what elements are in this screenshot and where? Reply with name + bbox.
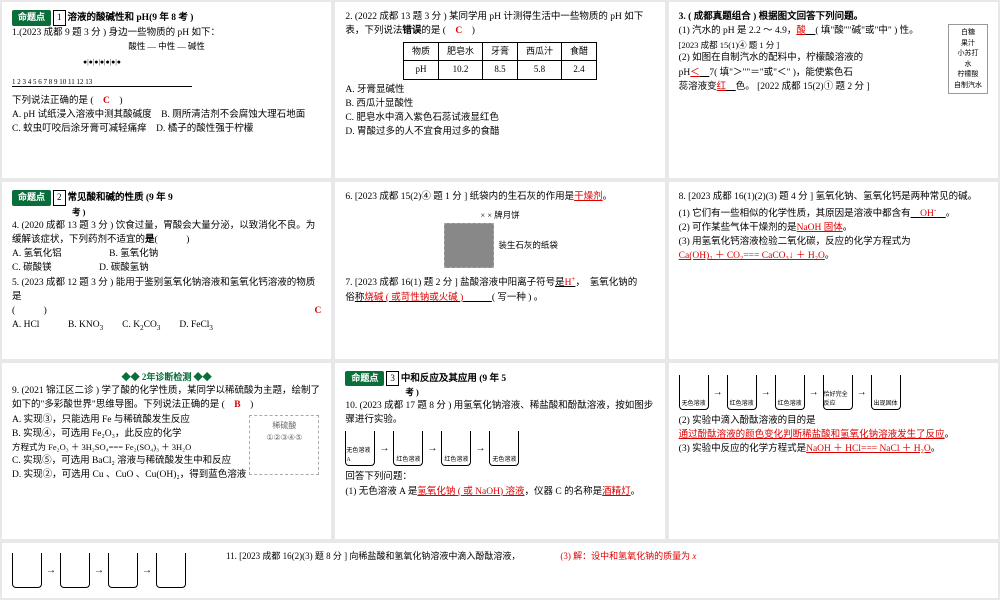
topic-num: 2 [53,190,66,206]
q10: 10. (2023 成都 17 题 8 分 ) 用氢氧化钠溶液、稀盐酸和酚酞溶液… [345,399,654,428]
q5: 5. (2023 成都 12 题 3 分 ) 能用于鉴别氢氧化钠溶液和氢氧化钙溶… [12,276,321,305]
card-r3c2: 命题点3中和反应及其应用 (9 年 5 考 ) 10. (2023 成都 17 … [335,363,664,539]
opt-b: B. 西瓜汁显酸性 [345,97,654,111]
q9: 9. (2021 锦江区二诊 ) 学了酸的化学性质，某同学以稀硫酸为主题，绘制了… [12,384,321,413]
opt-row-1: A. pH 试纸浸入溶液中测其酸碱度 B. 厕所清洁剂不会腐蚀大理石地面 [12,108,321,122]
q3-head: 3. ( 成都真题组合 ) 根据图文回答下列问题。 [679,10,988,24]
q4-opts2: C. 碳酸镁 D. 碳酸氢钠 [12,261,321,275]
q3-l1: (1) 汽水的 pH 是 2.2 ～ 4.9，酸 ( 填"酸""碱"或"中" )… [679,24,988,38]
table-row: pH10.28.55.82.4 [403,61,596,80]
a-l2: 通过酚酞溶液的颜色变化判断稀盐酸和氢氧化钠溶液发生了反应。 [679,428,988,442]
a7a: H [565,278,572,288]
q10-stem: 回答下列问题： [345,470,654,484]
q8-1: (1) 它们有一些相似的化学性质，其原因是溶液中都含有 OH- 。 [679,205,988,221]
q2-head: 2. (2022 成都 13 题 3 分 ) 某同学用 pH 计测得生活中一些物… [345,10,654,39]
q6: 6. [2023 成都 15(2)④ 题 1 分 ] 纸袋内的生石灰的作用是干燥… [345,190,654,204]
q1-head: 1.(2023 成都 9 题 3 分 ) 身边一些物质的 pH 如下： [12,26,321,40]
q3-cite: [2023 成都 15(1)④ 题 1 分 ] [679,39,988,52]
arrow-icon: → [713,385,723,400]
r4-solution: (3) 解：设中和氢氧化钠的质量为 x [560,549,696,592]
q11: 11. [2023 成都 16(2)(3) 题 8 分 ] 向稀盐酸和氢氧化钠溶… [226,549,520,592]
card-r1c1: 命题点1溶液的酸碱性和 pH(9 年 8 考 ) 1.(2023 成都 9 题 … [2,2,331,178]
q5-opts: A. HCl B. KNO3 C. K2CO3 D. FeCl3 [12,318,321,333]
q-l3: (3) 实验中反应的化学方程式是NaOH ＋ HCl=== NaCl ＋ H₂O… [679,442,988,456]
q8-3: (3) 用氢氧化钙溶液检验二氧化碳，反应的化学方程式为 [679,235,988,249]
a7c: 烧碱 ( 或苛性钠或火碱 ) [364,293,463,303]
q3-l2: (2) 如图在自制汽水的配料中，柠檬酸溶液的 [679,51,988,65]
topic-num: 3 [386,371,399,387]
bottle-diagram: 白糖果汁小苏打水柠檬酸自制汽水 [948,24,988,94]
q-l2: (2) 实验中滴入酚酞溶液的目的是 [679,414,988,428]
ans-equation: NaOH ＋ HCl=== NaCl ＋ H₂O [806,444,931,454]
scale-nums: 1 2 3 4 5 6 7 8 9 10 11 12 13 [12,77,192,88]
ans-red: 红 [717,82,727,92]
q7c: 俗称烧碱 ( 或苛性钠或火碱 ) ( 写一种 ) 。 [345,291,654,305]
arrow-icon: → [761,385,771,400]
row4: → → → 11. [2023 成都 16(2)(3) 题 8 分 ] 向稀盐酸… [2,543,998,598]
opt-a: A. 牙膏显碱性 [345,83,654,97]
scale-labels: 酸性 — 中性 — 碱性 [12,40,321,53]
card-r2c1: 命题点2常见酸和碱的性质 (9 年 9 考 ) 4. (2020 成都 13 题… [2,182,331,358]
opt-row-2: C. 蚊虫叮咬后涂牙膏可减轻痛痒 D. 橘子的酸性强于柠檬 [12,122,321,136]
opt-c: C. 肥皂水中滴入紫色石蕊试液显红色 [345,111,654,125]
q4-opts1: A. 氢氧化铝 B. 氢氧化钠 [12,247,321,261]
topic-badge: 命题点 [12,190,51,206]
ans-acid: 酸 [796,26,806,36]
card-r3c3: 无色溶液→ 红色溶液→ 红色溶液→ 恰好完全反应→ 出现固体 (2) 实验中滴入… [669,363,998,539]
ph-table: 物质肥皂水牙膏西瓜汁食醋 pH10.28.55.82.4 [403,42,597,80]
a8-3: Ca(OH)₂ ＋ CO₂=== CaCO₃↓ ＋ H₂O [679,251,825,261]
q4: 4. (2020 成都 13 题 3 分 ) 饮食过量，胃酸会大量分泌，以致消化… [12,219,321,248]
topic-badge: 命题点 [12,10,51,26]
card-r1c3: 3. ( 成都真题组合 ) 根据图文回答下列问题。 白糖果汁小苏打水柠檬酸自制汽… [669,2,998,178]
mindmap-diagram: 稀硫酸①②③④⑤ [249,415,319,475]
arrow-icon: → [857,385,867,400]
beaker-row-bottom: → → → [12,553,186,588]
card-r1c2: 2. (2022 成都 13 题 3 分 ) 某同学用 pH 计测得生活中一些物… [335,2,664,178]
opt-d: D. 胃酸过多的人不宜食用过多的食醋 [345,125,654,139]
card-r2c3: 8. [2023 成都 16(1)(2)(3) 题 4 分 ] 氢氧化钠、氢氧化… [669,182,998,358]
q5-blank: C( ) [12,304,321,318]
scale-items: ●|●|●|●|●|●|● [12,57,192,68]
q3-l3: pH＜ 7( 填"＞""＝"或"＜" )，能使紫色石 [679,66,988,80]
q8-eq: Ca(OH)₂ ＋ CO₂=== CaCO₃↓ ＋ H₂O。 [679,249,988,263]
q8: 8. [2023 成都 16(1)(2)(3) 题 4 分 ] 氢氧化钠、氢氧化… [679,190,988,204]
topic-title2: 考 ) [72,206,321,219]
q1-ans: C [103,96,110,106]
topic-num: 1 [53,10,66,26]
beaker-diagram-2: 无色溶液→ 红色溶液→ 红色溶液→ 恰好完全反应→ 出现固体 [679,375,988,410]
ans-purpose: 通过酚酞溶液的颜色变化判断稀盐酸和氢氧化钠溶液发生了反应 [679,430,945,440]
ans-lt: ＜ [690,68,700,78]
q10-1: (1) 无色溶液 A 是氢氧化钠 ( 或 NaOH) 溶液，仪器 C 的名称是酒… [345,485,654,499]
q5-ans: C [314,304,321,318]
beaker-diagram: 无色溶液A→ 红色溶液→ 红色溶液→ 无色溶液 [345,431,654,466]
topic-title: 中和反应及其应用 (9 年 5 [401,374,506,384]
q3-l4: 蕊溶液变红 色。 [2022 成都 15(2)① 题 2 分 ] [679,80,988,94]
section-caption: ◆◆ 2年诊断检测 ◆◆ [12,371,321,385]
topic-badge: 命题点 [345,371,384,387]
card-r2c2: 6. [2023 成都 15(2)④ 题 1 分 ] 纸袋内的生石灰的作用是干燥… [335,182,664,358]
arrow-icon: → [427,441,437,456]
table-row: 物质肥皂水牙膏西瓜汁食醋 [403,42,596,61]
q7: 7. [2023 成都 16(1) 题 2 分 ] 盐酸溶液中阳离子符号是H+，… [345,274,654,290]
ph-scale-diagram: 1 2 3 4 5 6 7 8 9 10 11 12 13 ●|●|●|●|●|… [12,55,192,87]
topic-title: 溶液的酸碱性和 pH(9 年 8 考 ) [68,13,194,23]
a8-2: NaOH 固体 [797,223,843,233]
topic-title: 常见酸和碱的性质 (9 年 9 [68,193,173,203]
bag-image [444,223,494,268]
arrow-icon: → [809,385,819,400]
a10-1: 氢氧化钠 ( 或 NaOH) 溶液 [417,487,524,497]
card-r3c1: ◆◆ 2年诊断检测 ◆◆ 9. (2021 锦江区二诊 ) 学了酸的化学性质，某… [2,363,331,539]
mooncake-diagram: × × 牌月饼 装生石灰的纸袋 [345,209,654,271]
a6: 干燥剂 [574,192,603,202]
q8-2: (2) 可作某些气体干燥剂的是NaOH 固体。 [679,221,988,235]
arrow-icon: → [379,441,389,456]
q1-stem: 下列说法正确的是 ( C ) [12,94,321,108]
arrow-icon: → [475,441,485,456]
